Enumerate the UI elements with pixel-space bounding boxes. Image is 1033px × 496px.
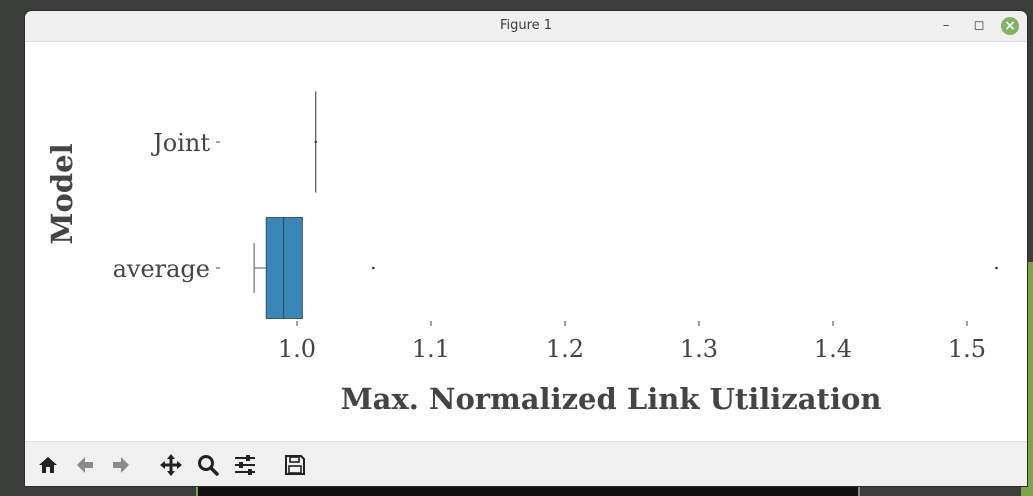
x-tick-label: 1.1 (412, 335, 450, 363)
y-tick-label: Joint (150, 129, 210, 157)
outlier-point (995, 266, 998, 270)
figure-window: Figure 1 – ◻ × 1.0 1.1 1.2 1.3 1.4 1.5 Joint av… (25, 11, 1027, 486)
close-icon[interactable]: × (1001, 17, 1019, 35)
box-plot-chart: 1.0 1.1 1.2 1.3 1.4 1.5 Joint average Model Max… (45, 91, 998, 416)
x-tick-label: 1.3 (680, 335, 718, 363)
title-bar[interactable]: Figure 1 – ◻ × (25, 11, 1027, 42)
box-average (265, 217, 303, 319)
x-axis-label: Max. Normalized Link Utilization (341, 382, 882, 416)
forward-icon[interactable] (108, 452, 134, 478)
pan-icon[interactable] (158, 452, 184, 478)
window-title: Figure 1 (499, 18, 553, 33)
plot-area[interactable]: 1.0 1.1 1.2 1.3 1.4 1.5 Joint average Model Max… (25, 42, 1027, 441)
x-tick-label: 1.0 (278, 335, 316, 363)
navigation-toolbar (25, 441, 1027, 486)
zoom-icon[interactable] (195, 452, 221, 478)
x-tick-label: 1.5 (948, 335, 986, 363)
x-tick-label: 1.2 (546, 335, 584, 363)
desktop-background-bottom (196, 486, 860, 496)
back-icon[interactable] (72, 452, 98, 478)
save-icon[interactable] (282, 452, 308, 478)
y-axis-label: Model (45, 143, 79, 244)
chart-marks: 1.0 1.1 1.2 1.3 1.4 1.5 Joint average (113, 91, 998, 363)
configure-subplots-icon[interactable] (232, 452, 258, 478)
home-icon[interactable] (35, 452, 61, 478)
maximize-icon[interactable]: ◻ (973, 18, 985, 33)
x-tick-label: 1.4 (814, 335, 852, 363)
y-tick-label: average (113, 255, 210, 283)
median-point-Joint (314, 140, 317, 144)
outlier-point (372, 266, 375, 270)
minimize-icon[interactable]: – (942, 18, 950, 33)
